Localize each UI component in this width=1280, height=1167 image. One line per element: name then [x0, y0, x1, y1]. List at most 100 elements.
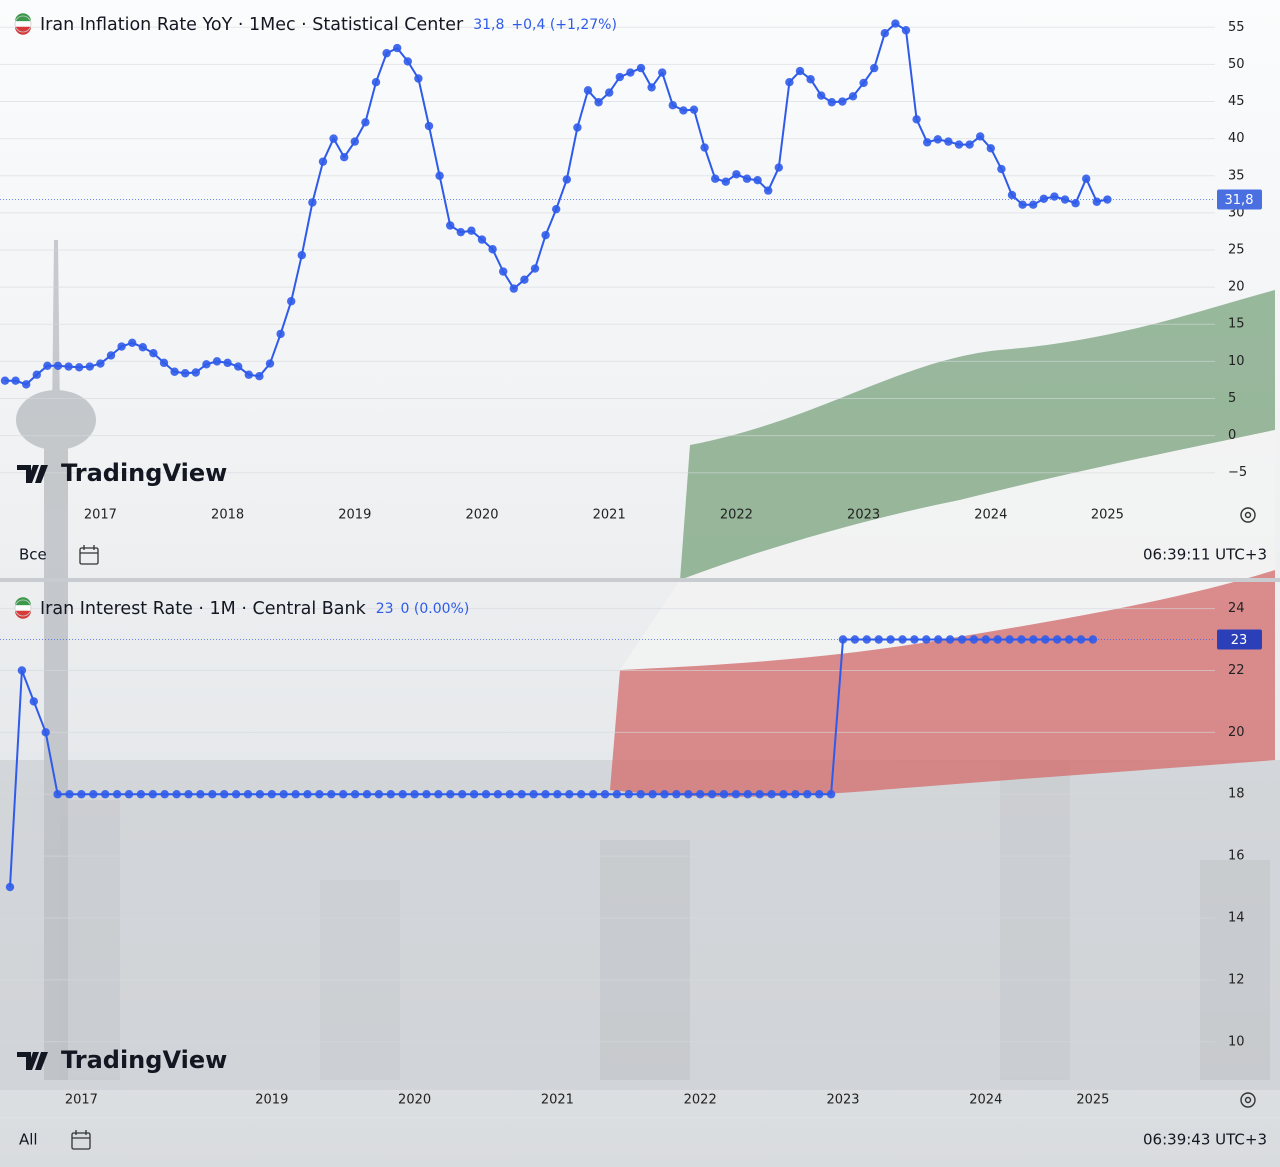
data-point: [89, 790, 98, 799]
x-tick-label: 2019: [338, 508, 371, 523]
range-button[interactable]: Все: [19, 546, 47, 564]
x-tick-label: 2022: [720, 508, 753, 523]
date-range-icon[interactable]: [71, 1130, 91, 1150]
data-point: [434, 790, 443, 799]
data-point: [435, 171, 444, 180]
data-point: [1029, 200, 1038, 209]
x-tick-label: 2022: [684, 1093, 717, 1108]
data-point: [5, 882, 15, 892]
data-point: [986, 144, 995, 153]
date-range-icon[interactable]: [79, 545, 99, 565]
data-point: [965, 140, 974, 149]
data-point: [615, 72, 624, 82]
y-tick-label: 50: [1228, 57, 1245, 72]
settings-icon[interactable]: [1240, 1092, 1256, 1108]
y-tick-label: 14: [1228, 911, 1245, 926]
data-point: [85, 362, 95, 371]
flag-backdrop: [610, 290, 1275, 797]
data-point: [1018, 200, 1027, 209]
data-point: [922, 635, 931, 644]
data-point: [577, 790, 586, 799]
clock: 06:39:11 UTC+3: [1143, 546, 1267, 564]
data-point: [212, 357, 222, 366]
last-value-badge: [1217, 189, 1262, 210]
y-tick-label: 16: [1228, 849, 1245, 864]
data-point: [624, 790, 633, 799]
y-tick-label: 0: [1228, 428, 1236, 443]
data-point: [196, 790, 205, 799]
y-tick-label: 15: [1228, 317, 1245, 332]
data-point: [731, 790, 741, 799]
data-point: [1017, 635, 1026, 644]
data-point: [234, 362, 243, 371]
data-point: [767, 790, 776, 799]
data-point: [243, 790, 253, 799]
data-point: [128, 338, 137, 348]
data-point: [707, 790, 717, 799]
data-point: [898, 635, 907, 644]
x-tick-label: 2017: [84, 508, 117, 523]
icon-part: [1244, 1096, 1252, 1104]
legend: Iran Inflation Rate YoY · 1Мес · Statist…: [40, 15, 617, 35]
data-point: [398, 790, 407, 799]
data-point: [803, 790, 812, 799]
data-point: [573, 123, 582, 132]
data-point: [303, 790, 312, 799]
data-point: [993, 635, 1002, 644]
data-point: [117, 342, 126, 351]
data-point: [1007, 190, 1017, 200]
data-point: [689, 105, 699, 114]
legend-price: 23: [376, 601, 394, 617]
data-point: [785, 78, 794, 87]
data-point: [969, 635, 979, 644]
data-point: [493, 790, 503, 799]
data-point: [874, 635, 883, 644]
watermark: TradingView: [61, 459, 227, 487]
last-value-label: 31,8: [1225, 193, 1254, 208]
data-point: [700, 143, 709, 152]
y-tick-label: 12: [1228, 972, 1245, 987]
x-tick-label: 2020: [465, 508, 498, 523]
data-point: [124, 790, 134, 799]
clock: 06:39:43 UTC+3: [1143, 1131, 1267, 1149]
x-tick-label: 2021: [541, 1093, 574, 1108]
data-point: [636, 790, 645, 799]
settings-icon[interactable]: [1240, 507, 1256, 523]
data-point: [774, 163, 783, 172]
data-point: [505, 790, 514, 799]
data-point: [371, 78, 381, 87]
data-point: [696, 790, 705, 799]
data-point: [424, 121, 434, 131]
x-tick-label: 2019: [255, 1093, 288, 1108]
data-point: [1071, 199, 1080, 208]
y-tick-label: 24: [1228, 601, 1245, 616]
x-tick-label: 2024: [974, 508, 1007, 523]
data-point: [1029, 635, 1038, 644]
data-point: [148, 790, 157, 799]
x-tick-label: 2021: [593, 508, 626, 523]
data-point: [901, 26, 911, 35]
flag-white: [15, 21, 31, 27]
data-point: [17, 666, 27, 675]
last-value-label: 23: [1231, 633, 1248, 648]
data-point: [393, 43, 402, 53]
icon-part: [71, 1132, 91, 1150]
data-point: [382, 49, 391, 58]
data-point: [22, 380, 31, 389]
range-button[interactable]: All: [19, 1131, 38, 1149]
data-point: [265, 359, 275, 368]
flag-icon: [14, 597, 32, 619]
data-point: [827, 98, 836, 107]
flag-icon: [14, 13, 32, 35]
y-tick-label: 55: [1228, 20, 1245, 35]
flag-green: [15, 597, 31, 606]
data-point: [933, 135, 942, 144]
data-point: [862, 635, 871, 644]
data-point: [231, 790, 241, 799]
x-tick-label: 2020: [398, 1093, 431, 1108]
data-point: [721, 177, 730, 186]
x-tick-label: 2023: [826, 1093, 859, 1108]
tower: [16, 240, 96, 1080]
data-point: [340, 152, 349, 162]
data-point: [648, 790, 657, 799]
